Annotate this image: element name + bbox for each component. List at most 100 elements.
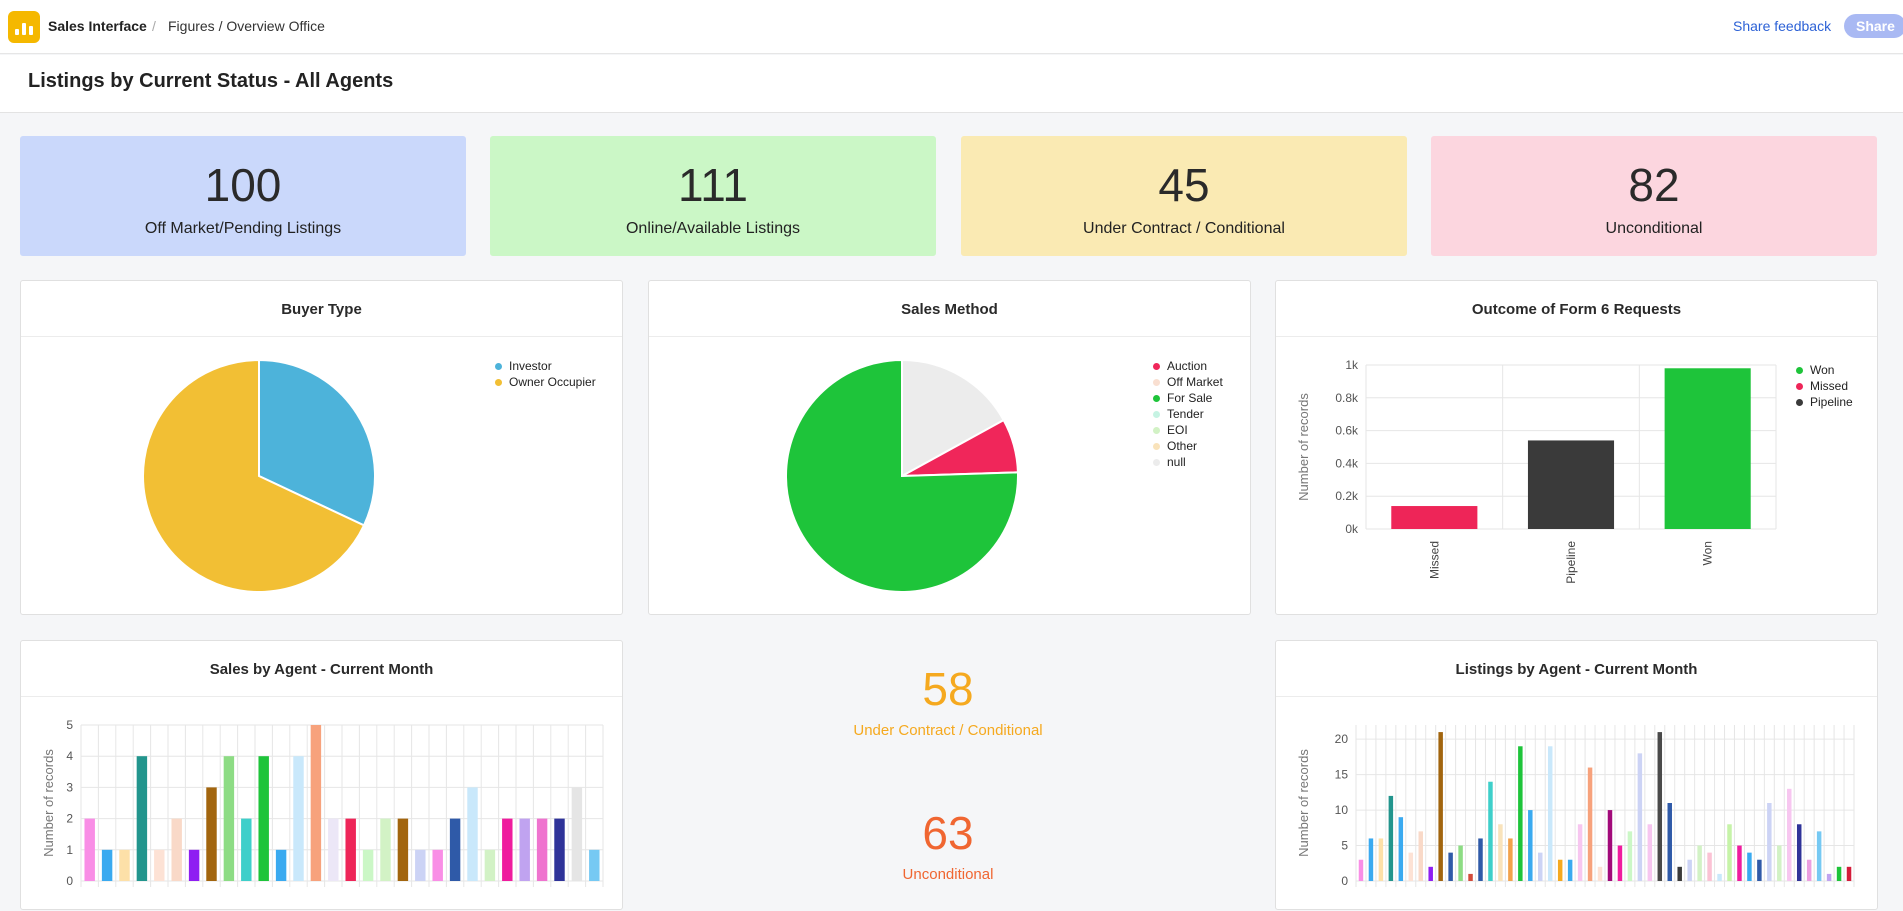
bar-12 (1478, 838, 1483, 881)
kpi-label: Under Contract / Conditional (1083, 220, 1285, 237)
y-axis-label: Number of records (1296, 393, 1311, 501)
breadcrumb[interactable]: Figures / Overview Office (168, 18, 325, 34)
legend-item-null[interactable]: null (1153, 454, 1223, 470)
y-tick-label: 0k (1345, 522, 1359, 536)
bar-30 (1657, 732, 1663, 881)
y-tick-label: 5 (1341, 839, 1348, 853)
y-tick-label: 15 (1335, 768, 1349, 782)
legend-label: Owner Occupier (509, 375, 596, 389)
bar-21 (449, 818, 461, 881)
y-tick-label: 3 (66, 780, 73, 794)
legend-item-pipeline[interactable]: Pipeline (1796, 394, 1853, 410)
bar-11 (1468, 873, 1473, 881)
bar-43 (1787, 788, 1792, 881)
bar-3 (1388, 795, 1394, 881)
bar-pipeline (1527, 440, 1615, 529)
legend-label: Auction (1167, 359, 1208, 373)
bar-2 (1378, 838, 1384, 881)
pie-slice-investor (258, 358, 376, 527)
bar-0 (1358, 859, 1364, 881)
legend-label: Missed (1810, 379, 1849, 393)
x-tick-label: Won (1701, 541, 1715, 565)
kpi-online: 111 Online/Available Listings (490, 136, 936, 256)
bar-21 (1567, 859, 1573, 881)
bar-42 (1777, 845, 1782, 881)
bar-39 (1747, 852, 1752, 881)
bar-17 (1528, 810, 1533, 881)
bar-5 (171, 818, 182, 881)
stat-value: 58 (922, 663, 974, 715)
card-title: Outcome of Form 6 Requests (1471, 301, 1682, 318)
bar-46 (1816, 831, 1822, 881)
legend-item-off-market[interactable]: Off Market (1153, 374, 1223, 390)
legend-item-investor[interactable]: Investor (495, 358, 596, 374)
bar-19 (415, 849, 426, 881)
y-tick-label: 20 (1335, 732, 1349, 746)
legend-dot (1153, 410, 1160, 418)
legend-dot (495, 378, 502, 386)
bar-47 (1826, 873, 1832, 881)
listings-by-agent-bar-chart: Number of records 0 5 10 15 20 (1296, 725, 1855, 888)
bar-9 (1448, 852, 1453, 881)
y-axis-label: Number of records (41, 749, 56, 857)
legend-item-for-sale[interactable]: For Sale (1153, 390, 1223, 406)
kpi-off-market: 100 Off Market/Pending Listings (20, 136, 466, 256)
legend-label: Other (1167, 439, 1198, 453)
app-name[interactable]: Sales Interface (48, 18, 147, 34)
y-tick-label: 5 (66, 718, 73, 732)
bar-7 (1428, 866, 1433, 881)
y-tick-label: 0 (1341, 874, 1348, 888)
legend-item-tender[interactable]: Tender (1153, 406, 1223, 422)
bar-chart-icon[interactable] (8, 11, 40, 43)
bar-32 (1677, 866, 1682, 881)
legend-label: null (1167, 455, 1186, 469)
legend-item-other[interactable]: Other (1153, 438, 1223, 454)
bar-20 (1557, 859, 1563, 881)
bar-8 (1438, 732, 1443, 881)
bar-1 (1368, 838, 1374, 881)
listings-by-agent-card: Listings by Agent - Current Month Number… (1275, 640, 1878, 910)
bar-26 (1617, 845, 1623, 881)
bar-35 (1707, 852, 1712, 881)
kpi-label: Unconditional (1605, 220, 1703, 237)
pie-slice-null (901, 358, 1006, 478)
legend-item-eoi[interactable]: EOI (1153, 422, 1223, 438)
legend-item-owner-occupier[interactable]: Owner Occupier (495, 374, 596, 390)
legend-item-missed[interactable]: Missed (1796, 378, 1853, 394)
bar-28 (571, 787, 583, 881)
legend-label: For Sale (1167, 391, 1213, 405)
bar-16 (362, 849, 374, 881)
bar-5 (1408, 852, 1414, 881)
legend-item-auction[interactable]: Auction (1153, 358, 1223, 374)
legend-label: EOI (1167, 423, 1188, 437)
bar-1 (101, 849, 113, 881)
legend-dot (1153, 394, 1160, 402)
form6-card: Outcome of Form 6 Requests 0k 0.2k 0.4k 0.6… (1275, 280, 1878, 615)
bar-28 (1637, 753, 1643, 881)
kpi-value: 111 (678, 159, 748, 211)
legend-label: Pipeline (1810, 395, 1853, 409)
share-feedback-link[interactable]: Share feedback (1733, 18, 1832, 34)
bar-22 (1577, 824, 1583, 881)
bar-18 (397, 818, 409, 881)
sales-by-agent-card: Sales by Agent - Current Month 0 1 2 3 4 5 Num… (20, 640, 623, 910)
bar-24 (1597, 866, 1603, 881)
bar-11 (275, 849, 287, 881)
bar-29 (1647, 824, 1653, 881)
sales-method-pie-chart (785, 358, 1019, 593)
kpi-label: Online/Available Listings (625, 220, 801, 237)
bar-45 (1806, 859, 1812, 881)
divider (1276, 336, 1877, 337)
bar-6 (188, 849, 200, 881)
share-button[interactable]: Share (1844, 14, 1903, 38)
bar-19 (1547, 746, 1553, 881)
y-tick-label: 0 (66, 874, 73, 888)
bar-15 (1508, 838, 1513, 881)
buyer-type-pie-chart (142, 358, 376, 593)
card-title: Buyer Type (281, 301, 362, 318)
legend-dot (1153, 378, 1160, 386)
bar-6 (1418, 831, 1423, 881)
bar-25 (1607, 810, 1613, 881)
bar-22 (467, 787, 478, 881)
legend-item-won[interactable]: Won (1796, 362, 1853, 378)
